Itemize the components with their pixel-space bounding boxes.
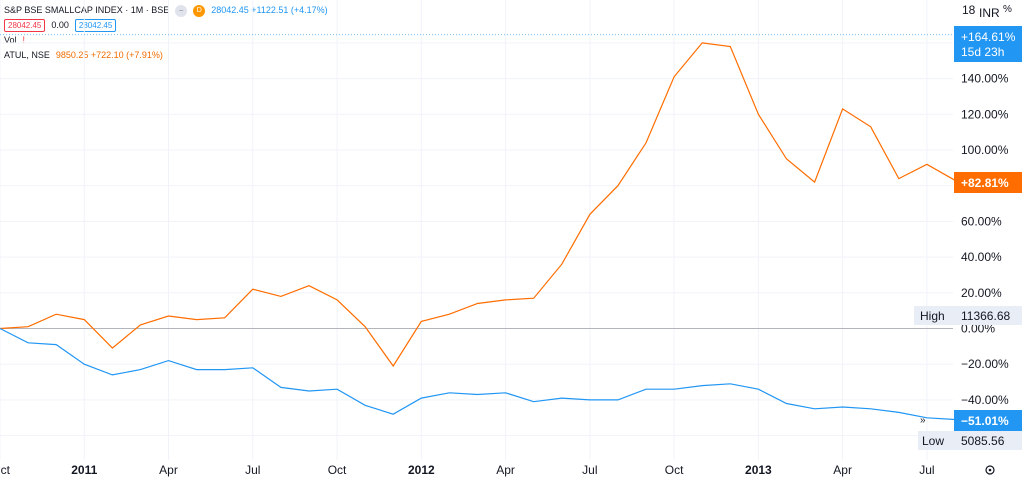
spread-value: 0.00 — [51, 20, 69, 30]
x-tick-label: Oct — [328, 463, 347, 477]
low-value: 5085.56 — [961, 434, 1005, 448]
x-tick-label: Apr — [833, 463, 852, 477]
main-last-value: 28042.45 +1122.51 (+4.17%) — [211, 5, 328, 15]
y-tick-label: 20.00% — [961, 286, 1002, 300]
percent-label: % — [1003, 4, 1012, 15]
low-pct-value: −51.01% — [961, 414, 1009, 428]
y-tick-label: 100.00% — [961, 143, 1009, 157]
main-last-price-value: +164.61% — [961, 30, 1016, 44]
y-tick-label: 40.00% — [961, 250, 1002, 264]
market-closed-icon[interactable]: – — [175, 4, 188, 17]
y-tick-label: 140.00% — [961, 72, 1009, 86]
x-tick-label: Oct — [665, 463, 684, 477]
high-value-bg — [954, 306, 1022, 325]
x-tick-label: Jul — [582, 463, 597, 477]
x-tick-label: Jul — [919, 463, 934, 477]
bar-countdown: 15d 23h — [961, 45, 1004, 59]
legend-main-row: S&P BSE SMALLCAP INDEX · 1M · BSE – D 28… — [4, 3, 328, 18]
sell-price-box[interactable]: 28042.45 — [4, 19, 46, 32]
compare-last-price-value: +82.81% — [961, 176, 1009, 190]
legend-bid-ask-row: 28042.45 0.00 28042.45 — [4, 18, 328, 33]
x-tick-label: 2013 — [745, 463, 772, 477]
legend-compare-row: ATUL, NSE 9850.25 +722.10 (+7.91%) — [4, 48, 328, 63]
low-value-bg — [954, 431, 1022, 450]
smallcap-series-line — [0, 327, 956, 421]
main-symbol-title[interactable]: S&P BSE SMALLCAP INDEX · 1M · BSE — [4, 5, 170, 15]
low-label-bg — [918, 431, 954, 450]
compare-symbol[interactable]: ATUL, NSE — [4, 50, 50, 60]
currency-badge-bg[interactable] — [975, 3, 1006, 22]
buy-price-box[interactable]: 28042.45 — [74, 19, 117, 32]
x-tick-label: Apr — [496, 463, 515, 477]
x-tick-label: Jul — [245, 463, 260, 477]
chart-legend: S&P BSE SMALLCAP INDEX · 1M · BSE – D 28… — [4, 3, 328, 63]
y-tick-label: −40.00% — [961, 393, 1009, 407]
compare-values: 9850.25 +722.10 (+7.91%) — [55, 50, 163, 60]
series-lines — [0, 42, 956, 421]
x-tick-label: 2011 — [71, 463, 97, 477]
high-label-bg — [914, 306, 954, 325]
gear-icon[interactable] — [985, 465, 995, 475]
price-scale-labels: 160.00%140.00%120.00%100.00%60.00%40.00%… — [961, 36, 1009, 407]
atul-series-line — [0, 42, 956, 368]
volume-label[interactable]: Vol — [4, 35, 17, 45]
time-scale-labels: ct 2011 Apr Jul Oct 2012 Apr Jul Oct 2013 Apr Jul — [1, 463, 935, 477]
x-tick-label: 2012 — [408, 463, 435, 477]
x-tick-label: Apr — [159, 463, 178, 477]
low-label: Low — [922, 434, 944, 448]
currency-label[interactable]: INR — [979, 6, 1000, 20]
delayed-data-icon[interactable]: D — [193, 4, 206, 17]
top-partial-label: 18 — [962, 3, 976, 17]
compare-last-price-badge — [954, 172, 1022, 193]
y-tick-label: −20.00% — [961, 357, 1009, 371]
x-tick-label: ct — [1, 463, 11, 477]
main-last-price-badge — [954, 26, 1022, 62]
y-tick-label: 60.00% — [961, 214, 1002, 228]
warning-icon[interactable]: ! — [22, 35, 26, 45]
y-tick-label: 120.00% — [961, 107, 1009, 121]
high-label: High — [920, 309, 945, 323]
low-pct-badge — [954, 410, 1022, 431]
high-value: 11366.68 — [961, 309, 1010, 323]
legend-volume-row: Vol ! — [4, 33, 328, 48]
grid-lines — [0, 0, 953, 460]
scroll-to-realtime-icon[interactable]: » — [920, 415, 926, 426]
